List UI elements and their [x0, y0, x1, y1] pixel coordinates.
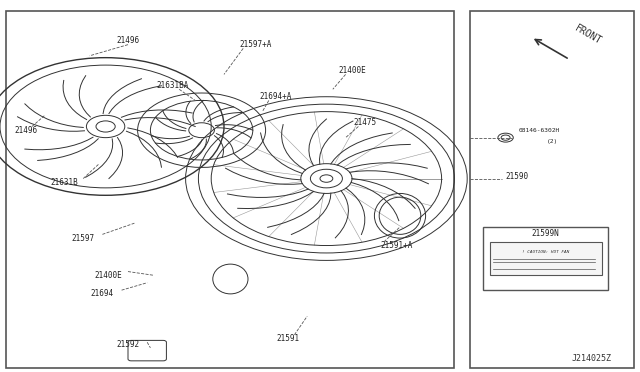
Text: 21694+A: 21694+A [259, 92, 291, 101]
Text: 21496: 21496 [116, 36, 140, 45]
Text: 21590: 21590 [506, 171, 529, 180]
FancyBboxPatch shape [483, 227, 608, 290]
Text: 21631BA: 21631BA [157, 81, 189, 90]
Bar [6, 11, 454, 368]
Text: 08146-6302H: 08146-6302H [518, 128, 559, 133]
Text: (2): (2) [547, 139, 559, 144]
Text: 21496: 21496 [14, 126, 37, 135]
Text: FRONT: FRONT [573, 23, 604, 46]
Text: 21400E: 21400E [95, 271, 123, 280]
Text: 21592: 21592 [116, 340, 140, 349]
Text: 21400E: 21400E [338, 66, 366, 75]
Text: 21597+A: 21597+A [240, 40, 272, 49]
Text: ! CAUTION: HOT FAN: ! CAUTION: HOT FAN [522, 250, 569, 254]
Text: 21631B: 21631B [50, 178, 78, 187]
FancyBboxPatch shape [490, 242, 602, 275]
Text: 21475: 21475 [353, 118, 376, 127]
Text: 21591: 21591 [276, 334, 300, 343]
Text: 21694: 21694 [91, 289, 114, 298]
Text: J214025Z: J214025Z [571, 354, 611, 363]
Bar [470, 11, 634, 368]
Text: 21591+A: 21591+A [381, 241, 413, 250]
Text: 21597: 21597 [72, 234, 95, 243]
Text: 21599N: 21599N [531, 229, 559, 238]
FancyBboxPatch shape [128, 340, 166, 361]
